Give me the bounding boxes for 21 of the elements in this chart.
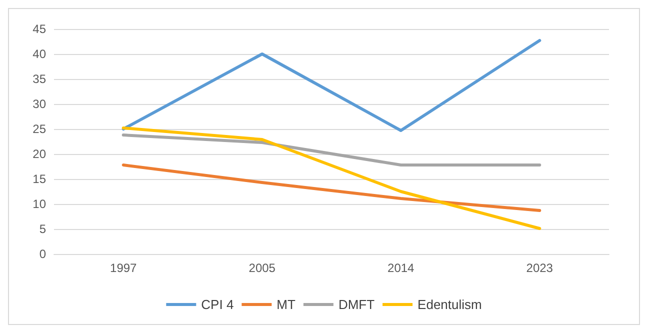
line-series: [122, 164, 542, 212]
y-tick-label: 20: [32, 147, 46, 161]
line-series: [122, 39, 542, 132]
x-tick-label: 1997: [110, 261, 138, 275]
y-tick-label: 35: [32, 72, 46, 86]
legend-label: DMFT: [338, 297, 375, 312]
y-tick-label: 40: [32, 47, 46, 61]
x-tick-label: 2005: [248, 261, 276, 275]
y-tick-label: 0: [39, 247, 46, 261]
legend-label: MT: [276, 297, 296, 312]
y-tick-label: 25: [32, 122, 46, 136]
legend-label: CPI 4: [201, 297, 234, 312]
x-tick-label: 2023: [526, 261, 554, 275]
y-tick-label: 30: [32, 97, 46, 111]
x-tick-label: 2014: [388, 261, 415, 275]
y-tick-label: 45: [32, 22, 46, 36]
y-tick-label: 15: [32, 172, 46, 186]
line-series: [122, 126, 542, 230]
y-tick-label: 5: [39, 222, 46, 236]
y-tick-label: 10: [32, 197, 46, 211]
legend-label: Edentulism: [418, 297, 482, 312]
